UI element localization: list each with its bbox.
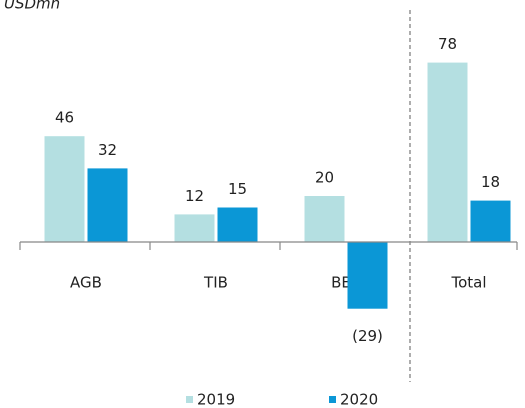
data-label: 12 xyxy=(185,187,204,205)
legend-label: 2019 xyxy=(197,391,235,408)
bar xyxy=(347,242,388,309)
bar xyxy=(304,196,345,242)
chart-title: USDmn xyxy=(4,0,60,13)
data-label: 20 xyxy=(315,169,334,187)
data-label: 18 xyxy=(481,173,500,191)
data-label: 32 xyxy=(98,141,117,159)
data-label: 46 xyxy=(55,109,74,127)
legend-swatch xyxy=(329,396,336,403)
data-label: (29) xyxy=(352,327,383,345)
legend-label: 2020 xyxy=(340,391,378,408)
bar xyxy=(174,214,215,242)
bar xyxy=(44,136,85,242)
bar xyxy=(87,168,128,242)
data-label: 78 xyxy=(438,35,457,53)
data-label: 15 xyxy=(228,180,247,198)
bar xyxy=(470,200,511,242)
bar xyxy=(217,207,258,242)
x-tick-label: AGB xyxy=(70,274,102,292)
bar xyxy=(427,62,468,242)
x-tick-label: TIB xyxy=(203,274,228,292)
x-tick-label: Total xyxy=(450,274,486,292)
legend-swatch xyxy=(186,396,193,403)
